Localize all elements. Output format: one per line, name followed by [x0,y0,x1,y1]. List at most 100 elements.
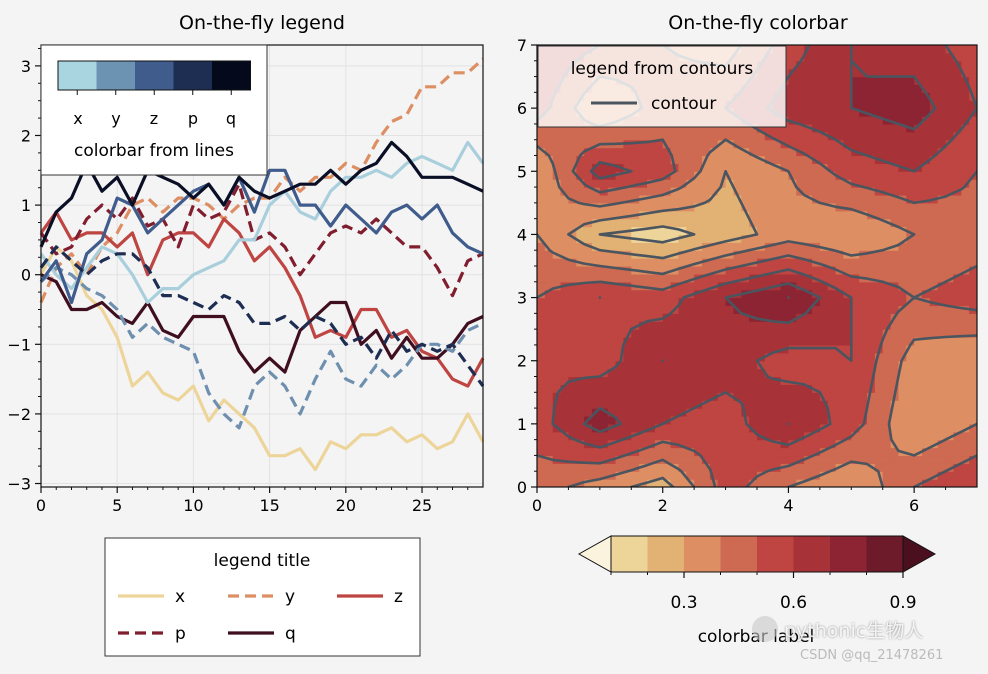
filled-contour-cell [537,139,546,149]
filled-contour-cell [819,439,829,449]
colorbar-segment [611,536,648,572]
filled-contour-cell [733,400,742,409]
filled-contour-cell [576,313,585,322]
filled-contour-cell [725,289,735,299]
filled-contour-cell [961,258,970,267]
filled-contour-cell [537,242,546,251]
filled-contour-cell [851,471,860,480]
filled-contour-cell [749,281,758,291]
filled-contour-cell [670,447,680,457]
filled-contour-cell [757,234,766,243]
filled-contour-cell [961,479,970,487]
filled-contour-cell [851,321,860,330]
filled-contour-cell [560,171,570,180]
filled-contour-cell [961,384,970,393]
filled-contour-cell [898,368,907,378]
filled-contour-cell [843,273,852,283]
filled-contour-cell [835,479,845,487]
filled-contour-cell [859,400,868,409]
filled-contour-cell [639,131,648,141]
filled-contour-cell [780,400,790,409]
filled-contour-cell [757,329,766,338]
filled-contour-cell [702,297,711,307]
filled-contour-cell [764,313,774,322]
filled-contour-cell [544,431,554,441]
filled-contour-cell [631,297,640,307]
filled-contour-cell [804,258,813,267]
filled-contour-cell [890,329,900,338]
filled-contour-cell [945,202,955,212]
filled-contour-cell [592,123,601,133]
filled-contour-cell [757,266,766,275]
filled-contour-cell [725,179,735,188]
filled-contour-cell [969,147,977,157]
filled-contour-cell [953,210,962,220]
filled-contour-cell [929,360,939,370]
filled-contour-cell [623,431,632,441]
filled-contour-cell [702,139,711,149]
filled-contour-cell [812,439,821,449]
filled-contour-cell [906,415,915,425]
filled-contour-cell [544,131,554,141]
filled-contour-cell [709,131,719,141]
filled-contour-cell [945,242,955,251]
filled-contour-cell [890,194,900,204]
filled-contour-cell [576,329,585,338]
filled-contour-cell [560,297,570,307]
filled-contour-cell [662,344,672,354]
filled-contour-cell [945,92,955,101]
filled-contour-cell [906,100,915,109]
filled-contour-cell [717,202,727,212]
filled-contour-cell [537,352,546,362]
filled-contour-cell [615,242,625,251]
filled-contour-cell [772,139,782,149]
filled-contour-cell [890,100,900,109]
filled-contour-cell [623,439,632,449]
filled-contour-cell [733,447,742,457]
filled-contour-cell [788,76,797,86]
filled-contour-cell [827,52,837,62]
filled-contour-cell [882,337,892,346]
filled-contour-cell [654,360,664,370]
filled-contour-cell [867,60,876,70]
filled-contour-cell [922,210,931,220]
filled-contour-cell [906,455,915,464]
colorbar-segment [757,536,794,572]
outer-legend-entry-z: z [394,587,403,607]
filled-contour-cell [914,289,923,299]
filled-contour-cell [568,258,577,267]
filled-contour-cell [631,273,640,283]
filled-contour-cell [835,155,845,164]
filled-contour-cell [945,352,955,362]
filled-contour-cell [576,171,585,180]
filled-contour-cell [537,171,546,180]
filled-contour-cell [544,123,554,133]
filled-contour-cell [670,313,680,322]
filled-contour-cell [764,431,774,441]
filled-contour-cell [804,163,813,172]
filled-contour-cell [788,313,797,322]
filled-contour-cell [709,242,719,251]
filled-contour-cell [623,368,632,378]
filled-contour-cell [953,123,962,133]
filled-contour-cell [882,68,892,78]
filled-contour-cell [709,313,719,322]
filled-contour-cell [576,376,585,385]
filled-contour-cell [599,273,609,283]
filled-contour-cell [843,415,852,425]
filled-contour-cell [961,344,970,354]
filled-contour-cell [843,194,852,204]
filled-contour-cell [859,313,868,322]
filled-contour-cell [937,202,947,212]
filled-contour-cell [670,384,680,393]
filled-contour-cell [592,479,601,487]
filled-contour-cell [953,455,962,464]
filled-contour-cell [843,155,852,164]
filled-contour-cell [615,171,625,180]
filled-contour-cell [733,376,742,385]
filled-contour-cell [882,273,892,283]
filled-contour-cell [922,147,931,157]
filled-contour-cell [686,194,695,204]
